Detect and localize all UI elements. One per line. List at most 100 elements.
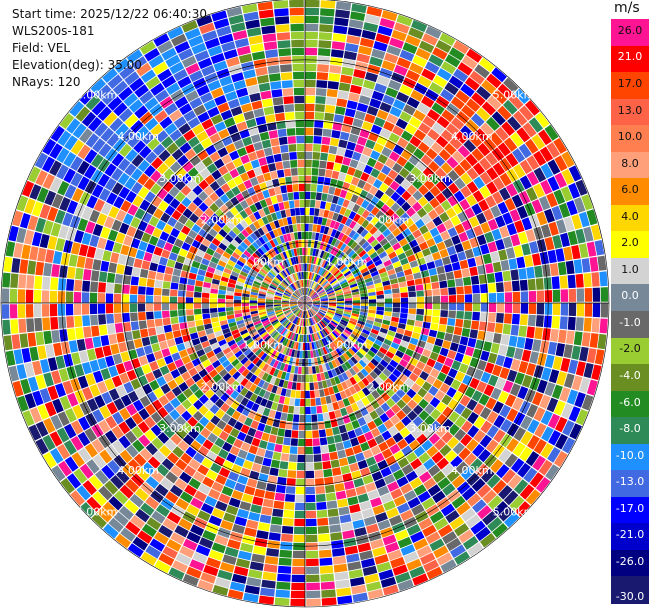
velocity-gate	[336, 298, 345, 302]
velocity-gate	[296, 143, 305, 152]
velocity-gate	[424, 309, 432, 316]
velocity-gate	[285, 176, 292, 185]
velocity-gate	[152, 227, 163, 238]
velocity-gate	[315, 314, 322, 321]
velocity-gate	[342, 342, 350, 350]
velocity-gate	[361, 121, 373, 131]
range-ring-label: 1.00km	[326, 339, 368, 352]
velocity-gate	[305, 296, 308, 303]
velocity-gate	[573, 259, 583, 274]
velocity-gate	[348, 263, 356, 270]
velocity-gate	[275, 112, 285, 122]
velocity-gate	[386, 364, 395, 373]
velocity-gate	[525, 229, 536, 242]
velocity-gate	[506, 423, 520, 437]
velocity-gate	[321, 217, 328, 226]
velocity-gate	[384, 52, 399, 64]
velocity-gate	[225, 263, 234, 271]
velocity-gate	[169, 421, 181, 433]
velocity-gate	[276, 169, 285, 178]
velocity-gate	[519, 105, 534, 121]
velocity-gate	[305, 414, 312, 423]
velocity-gate	[334, 314, 342, 319]
velocity-gate	[350, 265, 358, 273]
velocity-gate	[234, 482, 246, 493]
velocity-gate	[293, 282, 298, 290]
colorbar-swatch	[611, 178, 649, 206]
velocity-gate	[338, 82, 351, 92]
velocity-gate	[243, 314, 251, 320]
velocity-gate	[576, 288, 585, 302]
velocity-gate	[230, 380, 240, 390]
velocity-gate	[291, 566, 305, 575]
velocity-gate	[417, 257, 426, 266]
velocity-gate	[455, 461, 469, 475]
velocity-gate	[305, 47, 318, 56]
velocity-gate	[251, 403, 260, 412]
velocity-gate	[552, 289, 561, 302]
velocity-gate	[376, 75, 390, 87]
velocity-gate	[24, 229, 35, 245]
velocity-gate	[96, 84, 112, 100]
velocity-gate	[209, 181, 220, 192]
velocity-gate	[184, 340, 193, 349]
velocity-gate	[275, 275, 283, 282]
velocity-gate	[382, 584, 399, 596]
velocity-gate	[114, 313, 122, 323]
velocity-gate	[308, 309, 313, 317]
velocity-gate	[236, 45, 251, 56]
velocity-gate	[305, 300, 312, 303]
velocity-gate	[315, 493, 326, 502]
velocity-gate	[146, 319, 155, 328]
velocity-gate	[273, 220, 280, 229]
velocity-gate	[429, 244, 439, 254]
velocity-gate	[290, 438, 298, 446]
velocity-gate	[315, 104, 325, 112]
velocity-gate	[412, 190, 423, 201]
velocity-gate	[347, 201, 356, 211]
velocity-gate	[466, 48, 483, 63]
velocity-gate	[338, 457, 349, 467]
velocity-gate	[201, 65, 216, 77]
velocity-gate	[300, 207, 305, 216]
velocity-gate	[400, 179, 411, 190]
velocity-gate	[480, 122, 494, 137]
velocity-gate	[210, 114, 223, 125]
velocity-gate	[105, 303, 114, 314]
colorbar-tick-label: 21.0	[617, 50, 643, 64]
velocity-gate	[230, 196, 240, 206]
velocity-gate	[312, 282, 317, 290]
velocity-gate	[298, 239, 302, 248]
velocity-gate	[295, 486, 305, 495]
velocity-gate	[236, 339, 245, 347]
velocity-gate	[163, 224, 173, 234]
velocity-gate	[174, 179, 186, 191]
velocity-gate	[316, 501, 327, 510]
velocity-gate	[423, 364, 433, 375]
velocity-gate	[303, 271, 305, 279]
velocity-gate	[541, 367, 552, 381]
velocity-gate	[499, 225, 510, 238]
velocity-gate	[551, 316, 560, 329]
velocity-gate	[305, 510, 317, 519]
velocity-gate	[310, 350, 314, 358]
velocity-gate	[162, 281, 171, 289]
velocity-gate	[233, 299, 242, 303]
velocity-gate	[357, 493, 369, 503]
velocity-gate	[476, 234, 487, 246]
velocity-gate	[477, 359, 487, 371]
velocity-gate	[199, 263, 208, 271]
velocity-gate	[276, 353, 283, 361]
velocity-gate	[290, 15, 304, 24]
velocity-gate	[388, 223, 398, 233]
velocity-gate	[353, 353, 361, 362]
velocity-gate	[78, 447, 92, 463]
velocity-gate	[227, 124, 239, 135]
velocity-gate	[369, 56, 383, 67]
velocity-gate	[276, 194, 283, 203]
velocity-gate	[334, 289, 343, 293]
velocity-gate	[241, 300, 250, 303]
velocity-gate	[226, 286, 235, 292]
velocity-gate	[409, 477, 423, 489]
velocity-gate	[107, 229, 118, 242]
